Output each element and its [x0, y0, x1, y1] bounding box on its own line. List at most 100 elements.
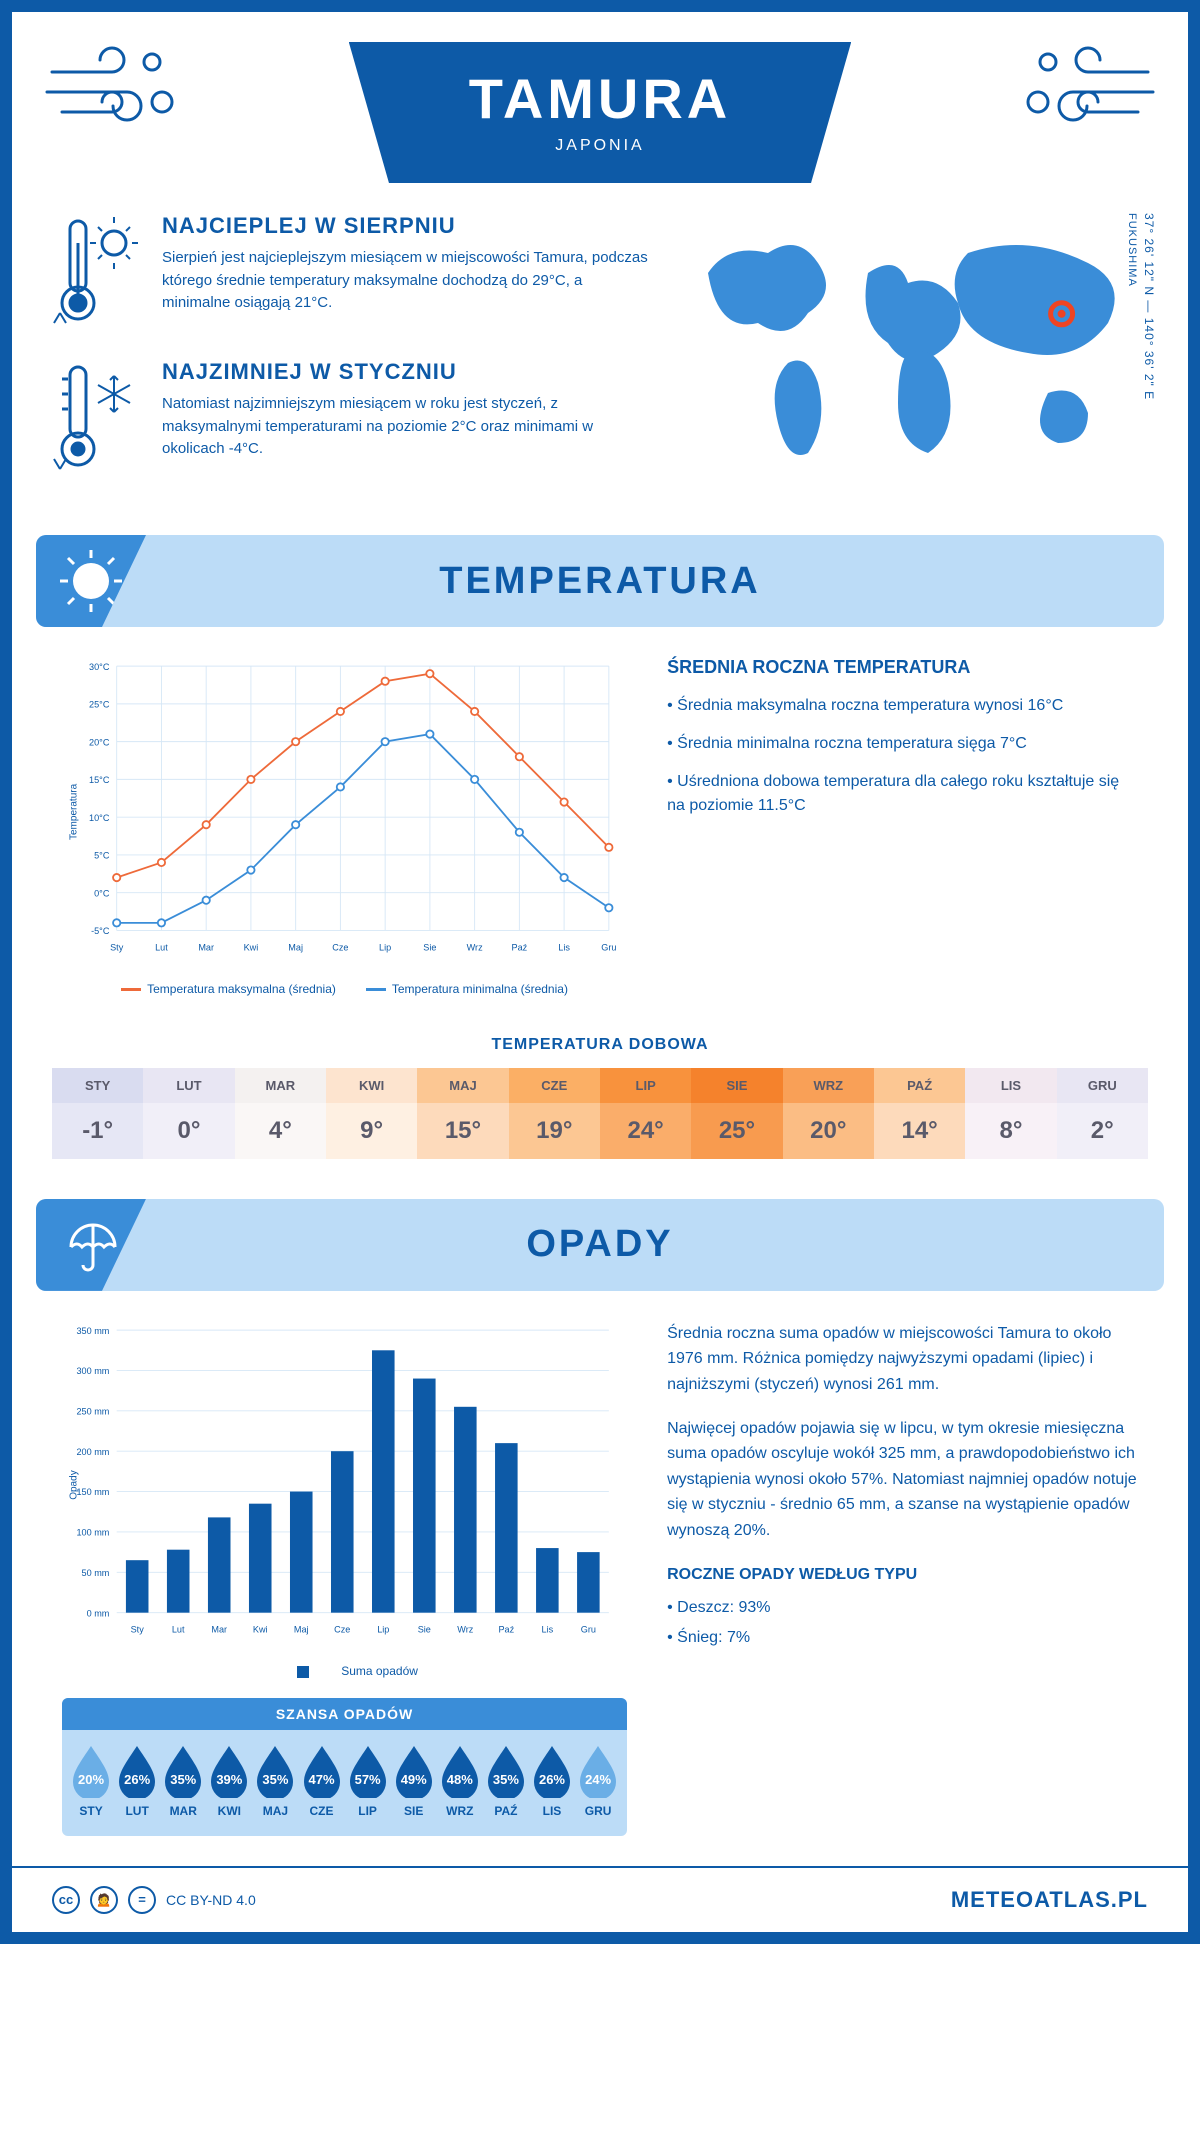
- precip-heading: OPADY: [526, 1223, 673, 1266]
- svg-text:Gru: Gru: [601, 942, 616, 952]
- daily-cell: LUT0°: [143, 1068, 234, 1159]
- temp-bullet: Średnia maksymalna roczna temperatura wy…: [667, 694, 1138, 718]
- precip-type-block: ROCZNE OPADY WEDŁUG TYPU • Deszcz: 93% •…: [667, 1562, 1138, 1651]
- header: TAMURA JAPONIA: [12, 12, 1188, 193]
- title-banner: TAMURA JAPONIA: [349, 42, 851, 183]
- wind-icon-left: [42, 42, 182, 132]
- legend-min: Temperatura minimalna (średnia): [366, 982, 568, 996]
- world-map-block: FUKUSHIMA 37° 26' 12" N — 140° 36' 2" E: [668, 213, 1148, 505]
- svg-text:Mar: Mar: [211, 1625, 227, 1635]
- footer: cc 🙍 = CC BY-ND 4.0 METEOATLAS.PL: [12, 1866, 1188, 1932]
- svg-text:Temperatura: Temperatura: [69, 783, 80, 840]
- precip-drop: 20%STY: [68, 1744, 114, 1818]
- svg-text:-5°C: -5°C: [91, 926, 110, 936]
- precip-drop: 57%LIP: [345, 1744, 391, 1818]
- svg-text:Lut: Lut: [172, 1625, 185, 1635]
- fact-warm-text: Sierpień jest najcieplejszym miesiącem w…: [162, 247, 648, 315]
- temperature-summary: ŚREDNIA ROCZNA TEMPERATURA Średnia maksy…: [667, 657, 1138, 996]
- svg-text:Cze: Cze: [332, 942, 348, 952]
- svg-text:Paź: Paź: [512, 942, 528, 952]
- daily-cell: LIS8°: [965, 1068, 1056, 1159]
- temp-bullet: Średnia minimalna roczna temperatura się…: [667, 732, 1138, 756]
- svg-text:20°C: 20°C: [89, 737, 110, 747]
- svg-text:Wrz: Wrz: [467, 942, 483, 952]
- daily-cell: LIP24°: [600, 1068, 691, 1159]
- site-name: METEOATLAS.PL: [951, 1887, 1148, 1913]
- region-label: FUKUSHIMA: [1126, 213, 1138, 287]
- daily-cell: WRZ20°: [783, 1068, 874, 1159]
- svg-text:Kwi: Kwi: [244, 942, 259, 952]
- precip-drop: 47%CZE: [298, 1744, 344, 1818]
- svg-text:50 mm: 50 mm: [82, 1568, 110, 1578]
- license-text: CC BY-ND 4.0: [166, 1892, 256, 1908]
- daily-temp-table: STY-1°LUT0°MAR4°KWI9°MAJ15°CZE19°LIP24°S…: [52, 1068, 1148, 1159]
- svg-text:5°C: 5°C: [94, 851, 110, 861]
- precip-snow: • Śnieg: 7%: [667, 1625, 1138, 1651]
- fact-cold-text: Natomiast najzimniejszym miesiącem w rok…: [162, 393, 648, 461]
- country-subtitle: JAPONIA: [469, 137, 731, 155]
- svg-text:350 mm: 350 mm: [76, 1326, 109, 1336]
- fact-coldest: NAJZIMNIEJ W STYCZNIU Natomiast najzimni…: [52, 359, 648, 479]
- wind-icon-right: [1018, 42, 1158, 132]
- svg-text:Sie: Sie: [423, 942, 436, 952]
- svg-text:150 mm: 150 mm: [76, 1487, 109, 1497]
- precip-drop: 35%MAR: [160, 1744, 206, 1818]
- svg-text:250 mm: 250 mm: [76, 1406, 109, 1416]
- daily-cell: CZE19°: [509, 1068, 600, 1159]
- license-block: cc 🙍 = CC BY-ND 4.0: [52, 1886, 256, 1914]
- nd-icon: =: [128, 1886, 156, 1914]
- svg-text:Maj: Maj: [288, 942, 303, 952]
- legend-max: Temperatura maksymalna (średnia): [121, 982, 336, 996]
- temp-chart-legend: Temperatura maksymalna (średnia) Tempera…: [62, 982, 627, 996]
- precip-drop: 39%KWI: [206, 1744, 252, 1818]
- precip-text: Średnia roczna suma opadów w miejscowośc…: [667, 1321, 1138, 1836]
- cc-icon: cc: [52, 1886, 80, 1914]
- fact-warmest: NAJCIEPLEJ W SIERPNIU Sierpień jest najc…: [52, 213, 648, 333]
- section-header-temperature: TEMPERATURA: [36, 535, 1164, 627]
- svg-text:0°C: 0°C: [94, 888, 110, 898]
- svg-text:Sty: Sty: [131, 1625, 145, 1635]
- city-title: TAMURA: [469, 66, 731, 131]
- svg-text:15°C: 15°C: [89, 775, 110, 785]
- svg-text:Sie: Sie: [418, 1625, 431, 1635]
- by-icon: 🙍: [90, 1886, 118, 1914]
- precip-type-title: ROCZNE OPADY WEDŁUG TYPU: [667, 1562, 1138, 1588]
- temperature-row: -5°C0°C5°C10°C15°C20°C25°C30°CStyLutMarK…: [12, 627, 1188, 1006]
- svg-text:Sty: Sty: [110, 942, 124, 952]
- precip-drop: 48%WRZ: [437, 1744, 483, 1818]
- precip-chance-box: SZANSA OPADÓW 20%STY26%LUT35%MAR39%KWI 35…: [62, 1698, 627, 1836]
- svg-text:Mar: Mar: [198, 942, 214, 952]
- precip-rain: • Deszcz: 93%: [667, 1595, 1138, 1621]
- sun-corner-icon: [36, 535, 146, 627]
- precip-chance-title: SZANSA OPADÓW: [62, 1698, 627, 1730]
- svg-text:Lis: Lis: [542, 1625, 554, 1635]
- daily-temp-title: TEMPERATURA DOBOWA: [12, 1036, 1188, 1054]
- precip-drop: 35%PAŹ: [483, 1744, 529, 1818]
- daily-cell: MAR4°: [235, 1068, 326, 1159]
- precip-drop: 26%LUT: [114, 1744, 160, 1818]
- svg-text:Wrz: Wrz: [457, 1625, 473, 1635]
- svg-text:Kwi: Kwi: [253, 1625, 268, 1635]
- svg-text:Lip: Lip: [377, 1625, 389, 1635]
- precip-legend: Suma opadów: [62, 1664, 627, 1678]
- daily-cell: PAŹ14°: [874, 1068, 965, 1159]
- precip-drop: 49%SIE: [391, 1744, 437, 1818]
- svg-text:300 mm: 300 mm: [76, 1366, 109, 1376]
- precip-drop: 26%LIS: [529, 1744, 575, 1818]
- svg-text:Maj: Maj: [294, 1625, 309, 1635]
- precip-drop: 24%GRU: [575, 1744, 621, 1818]
- precip-chart: 0 mm50 mm100 mm150 mm200 mm250 mm300 mm3…: [62, 1321, 627, 1836]
- page: TAMURA JAPONIA NAJCIEPLEJ W: [0, 0, 1200, 1944]
- temp-bullet: Uśredniona dobowa temperatura dla całego…: [667, 770, 1138, 818]
- svg-text:200 mm: 200 mm: [76, 1447, 109, 1457]
- coords-label: 37° 26' 12" N — 140° 36' 2" E: [1142, 213, 1156, 400]
- svg-text:Lip: Lip: [379, 942, 391, 952]
- fact-cold-title: NAJZIMNIEJ W STYCZNIU: [162, 359, 648, 385]
- svg-text:Opady: Opady: [69, 1470, 80, 1500]
- section-header-precip: OPADY: [36, 1199, 1164, 1291]
- daily-cell: KWI9°: [326, 1068, 417, 1159]
- thermometer-snow-icon: [52, 359, 142, 479]
- temperature-chart: -5°C0°C5°C10°C15°C20°C25°C30°CStyLutMarK…: [62, 657, 627, 996]
- svg-text:Paź: Paź: [498, 1625, 514, 1635]
- daily-cell: GRU2°: [1057, 1068, 1148, 1159]
